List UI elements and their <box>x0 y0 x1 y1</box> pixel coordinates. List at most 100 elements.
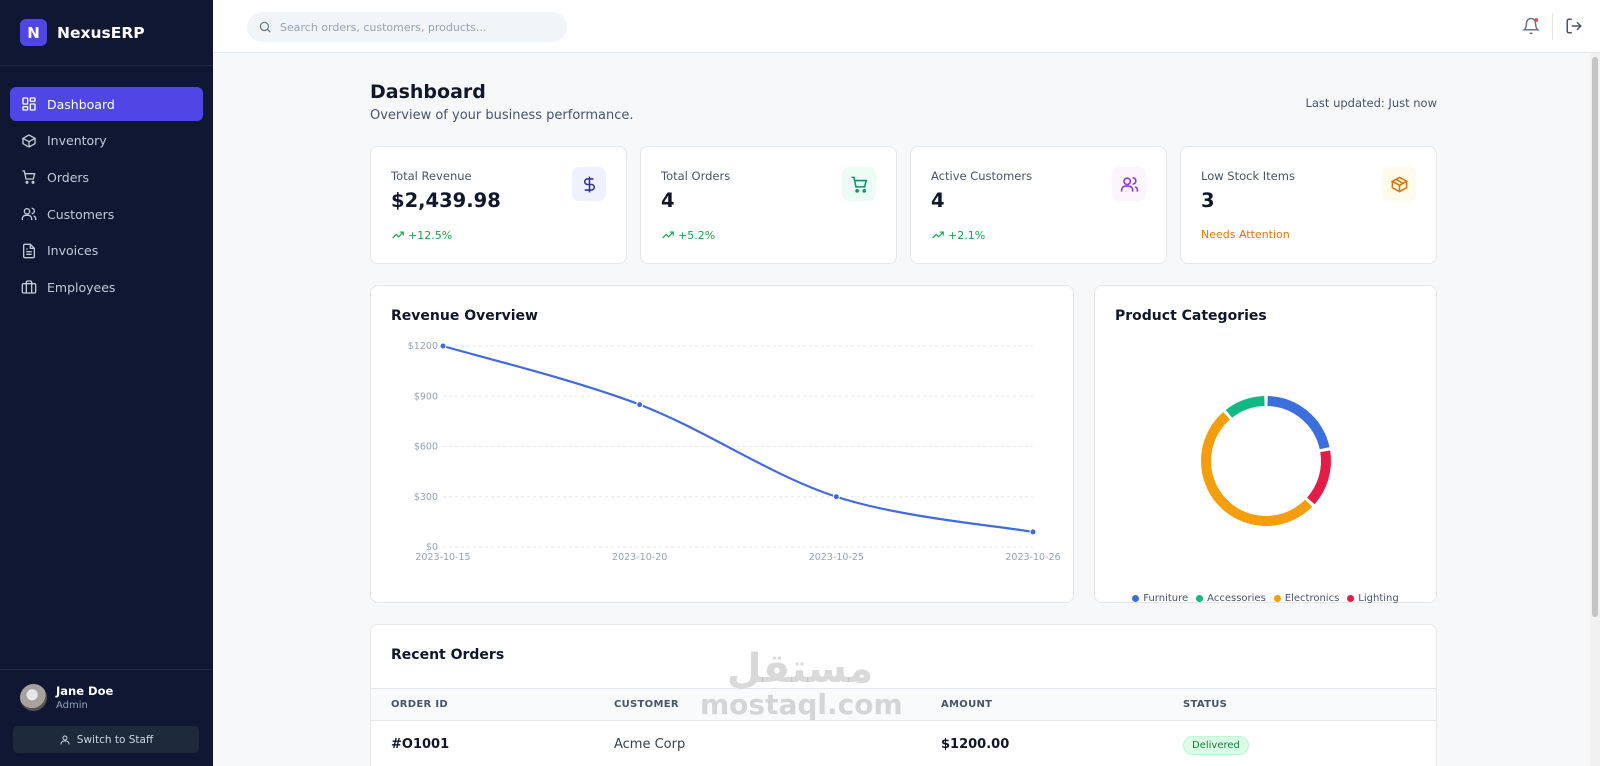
user-block: Jane Doe Admin Switch to Staff <box>0 669 213 766</box>
y-tick-label: $900 <box>414 391 438 402</box>
sidebar-item-customers[interactable]: Customers <box>10 197 203 231</box>
table-header: ORDER ID CUSTOMER AMOUNT STATUS <box>371 688 1436 721</box>
pie-slice[interactable] <box>1225 396 1265 418</box>
page-title: Dashboard <box>370 81 486 103</box>
briefcase-icon <box>21 280 37 295</box>
stat-trend: Needs Attention <box>1201 228 1290 241</box>
stat-trend-value: Needs Attention <box>1201 228 1290 241</box>
file-icon <box>23 243 35 259</box>
pie-slice[interactable] <box>1267 396 1330 450</box>
legend-label: Furniture <box>1143 593 1189 604</box>
recent-orders-card: Recent Orders ORDER ID CUSTOMER AMOUNT S… <box>370 624 1437 766</box>
box-icon <box>21 133 37 148</box>
legend-swatch <box>1273 595 1281 602</box>
stat-icon-box <box>1382 167 1416 201</box>
legend-label: Accessories <box>1207 593 1266 604</box>
main-scrollbar[interactable] <box>1590 53 1600 766</box>
logout-icon[interactable] <box>1565 17 1583 35</box>
categories-card: Product Categories Furniture Accessories E… <box>1094 285 1437 604</box>
column-header[interactable]: ORDER ID <box>391 699 448 710</box>
sidebar-item-label: Invoices <box>47 243 99 259</box>
user-profile[interactable]: Jane Doe Admin <box>0 670 213 711</box>
stat-label: Active Customers <box>931 169 1033 183</box>
table-row[interactable]: #O1001 Acme Corp $1200.00 Delivered <box>371 721 1436 766</box>
search-input[interactable] <box>280 20 550 34</box>
stat-card-revenue: Total Revenue $2,439.98 +12.5% <box>370 146 627 264</box>
stat-card-customers: Active Customers 4 +2.1% <box>910 146 1167 264</box>
stat-card-orders: Total Orders 4 +5.2% <box>640 146 897 264</box>
user-name: Jane Doe <box>56 684 114 698</box>
legend-item[interactable]: Lighting <box>1347 593 1399 604</box>
orders-table: ORDER ID CUSTOMER AMOUNT STATUS #O1001 A… <box>371 688 1436 766</box>
stat-trend: +12.5% <box>391 228 452 242</box>
sidebar-nav: Dashboard Inventory Orders Customers Inv… <box>0 66 213 304</box>
sidebar-item-invoices[interactable]: Invoices <box>10 234 203 268</box>
card-title: Recent Orders <box>391 647 505 663</box>
stat-trend-value: +2.1% <box>948 228 986 242</box>
order-id[interactable]: #O1001 <box>391 736 450 752</box>
column-header[interactable]: STATUS <box>1183 699 1228 710</box>
stat-label: Total Revenue <box>391 169 472 183</box>
box-icon <box>1390 175 1408 193</box>
order-customer: Acme Corp <box>614 736 686 752</box>
search-box[interactable] <box>247 12 567 42</box>
cart-icon <box>851 176 867 193</box>
legend-item[interactable]: Accessories <box>1196 593 1266 604</box>
pie-slice[interactable] <box>1306 450 1331 505</box>
sidebar-item-label: Orders <box>47 169 90 185</box>
stat-icon-box <box>572 167 606 201</box>
legend-swatch <box>1196 595 1204 602</box>
stat-icon-box <box>1112 167 1146 201</box>
y-tick-label: $300 <box>414 492 438 503</box>
switch-label: Switch to Staff <box>76 733 154 746</box>
legend-swatch <box>1347 595 1355 602</box>
data-point[interactable] <box>636 401 644 409</box>
stat-trend: +5.2% <box>661 228 715 242</box>
scrollbar-thumb[interactable] <box>1592 57 1598 617</box>
data-point[interactable] <box>832 493 840 501</box>
sidebar-item-label: Employees <box>47 279 116 295</box>
data-point[interactable] <box>439 342 447 350</box>
y-tick-label: $0 <box>426 542 438 553</box>
dashboard-icon <box>22 97 36 111</box>
column-header[interactable]: CUSTOMER <box>614 699 679 710</box>
user-role: Admin <box>56 700 88 711</box>
stat-trend-value: +12.5% <box>408 228 453 242</box>
stat-value: $2,439.98 <box>391 189 501 212</box>
trending-up-icon <box>392 231 404 239</box>
stat-trend: +2.1% <box>931 228 985 242</box>
brand[interactable]: N NexusERP <box>0 0 213 66</box>
bell-icon[interactable] <box>1522 17 1540 35</box>
stat-value: 3 <box>1201 189 1215 212</box>
status-badge: Delivered <box>1183 735 1249 755</box>
stat-icon-box <box>842 167 876 201</box>
legend-label: Electronics <box>1284 593 1340 604</box>
stat-value: 4 <box>931 189 945 212</box>
card-title: Revenue Overview <box>391 308 538 324</box>
search-icon <box>259 21 271 33</box>
data-point[interactable] <box>1029 528 1037 536</box>
stat-label: Low Stock Items <box>1201 169 1295 183</box>
pie-slice[interactable] <box>1201 412 1313 526</box>
stat-value: 4 <box>661 189 675 212</box>
dollar-icon <box>583 176 595 192</box>
chart-legend: Furniture Accessories Electronics Lighting <box>1095 593 1436 604</box>
stat-label: Total Orders <box>661 169 731 183</box>
sidebar-item-employees[interactable]: Employees <box>10 270 203 304</box>
x-tick-label: 2023-10-25 <box>809 552 864 563</box>
last-updated: Last updated: Just now <box>1305 96 1437 110</box>
page-subtitle: Overview of your business performance. <box>370 108 634 123</box>
legend-label: Lighting <box>1358 593 1399 604</box>
column-header[interactable]: AMOUNT <box>941 699 993 710</box>
sidebar-item-orders[interactable]: Orders <box>10 160 203 194</box>
legend-item[interactable]: Electronics <box>1273 593 1340 604</box>
sidebar-item-dashboard[interactable]: Dashboard <box>10 87 203 121</box>
sidebar-item-inventory[interactable]: Inventory <box>10 124 203 158</box>
series-line <box>442 344 1034 534</box>
avatar <box>20 684 47 711</box>
user-meta: Jane Doe Admin <box>56 684 113 711</box>
switch-to-staff-button[interactable]: Switch to Staff <box>13 726 199 753</box>
topbar-divider <box>1552 13 1553 40</box>
legend-item[interactable]: Furniture <box>1132 593 1188 604</box>
